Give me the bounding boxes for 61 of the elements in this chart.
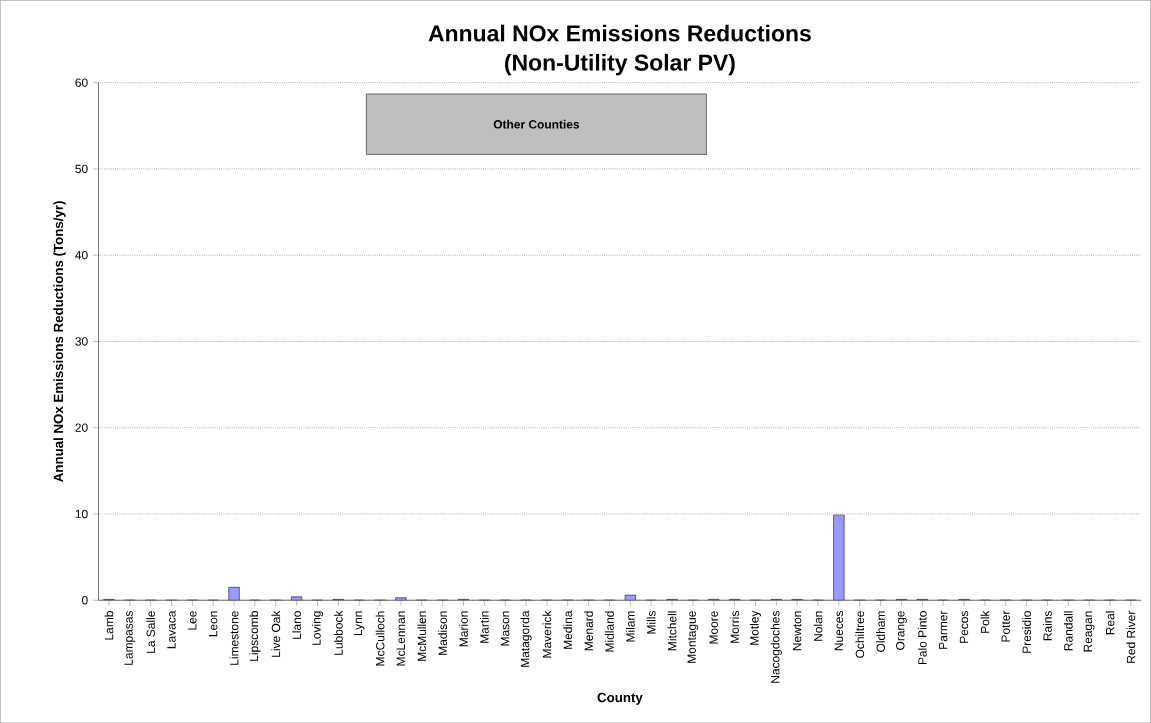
x-tick-label: Mason: [501, 611, 510, 646]
x-tick-label: Medina: [563, 610, 573, 649]
y-tick-label: 40: [75, 250, 88, 260]
x-tick-label: Milam: [625, 611, 635, 642]
x-tick-label: Ochiltree: [855, 610, 865, 658]
x-tick-label: Parmer: [938, 610, 948, 649]
y-tick-label: 20: [75, 423, 88, 432]
x-tick-label: Orange: [896, 610, 907, 650]
x-tick-label: Randall: [1063, 611, 1073, 651]
chart-title: Annual NOx Emissions Reductions (Non-Utility Solar PV): [428, 24, 811, 76]
x-tick-label: Loving: [311, 611, 324, 645]
annotation: Other Counties: [493, 119, 580, 129]
x-tick-label: Nacogdoches: [770, 610, 782, 683]
x-tick-label: Madison: [438, 611, 448, 655]
x-tick-label: Lamb: [104, 610, 114, 640]
x-tick-label: Motley: [749, 610, 762, 645]
x-tick-label: Menard: [584, 611, 594, 650]
y-axis-title: Annual NOx Emissions Reductions (Tons/yr): [53, 201, 66, 482]
x-tick-label: Martin: [479, 611, 489, 643]
x-tick-label: Morris: [730, 610, 739, 643]
x-tick-label: McLennan: [396, 611, 406, 666]
x-tick-label: Lee: [188, 610, 197, 630]
x-tick-label: Mills: [646, 610, 656, 634]
x-tick-label: Lavaca: [167, 610, 176, 649]
y-tick-label: 60: [75, 78, 88, 87]
x-tick-label: Marion: [459, 611, 468, 647]
x-tick-label: Real: [1105, 611, 1115, 635]
x-tick-label: Lipscomb: [249, 610, 261, 661]
x-tick-label: Nolan: [813, 611, 823, 641]
x-tick-label: Presidio: [1022, 610, 1031, 653]
x-tick-label: Newton: [793, 611, 802, 650]
x-axis-title: County: [597, 692, 643, 705]
x-tick-label: McMullen: [417, 611, 427, 661]
x-tick-label: Nueces: [834, 610, 844, 650]
x-tick-label: Red River: [1126, 610, 1136, 663]
x-tick-label: Oldham: [876, 611, 885, 652]
x-tick-label: Maverick: [542, 610, 552, 658]
x-tick-label: Polk: [980, 610, 990, 633]
x-tick-label: Palo Pinto: [917, 610, 927, 664]
x-tick-label: La Salle: [146, 611, 156, 653]
x-tick-label: McCulloch: [375, 611, 385, 666]
x-tick-label: Midland: [605, 611, 614, 652]
x-tick-label: Matagorda: [520, 610, 532, 667]
x-tick-label: Live Oak: [271, 610, 281, 657]
y-tick-label: 0: [81, 595, 88, 605]
x-tick-label: Pecos: [959, 610, 969, 643]
x-tick-label: Reagan: [1083, 611, 1095, 652]
y-tick-label: 50: [75, 164, 88, 173]
x-tick-label: Mitchell: [667, 611, 677, 650]
x-tick-label: Potter: [1001, 610, 1010, 642]
x-tick-label: Lampasas: [124, 610, 136, 665]
x-tick-label: Moore: [709, 610, 718, 644]
x-tick-label: Rains: [1043, 610, 1052, 641]
y-tick-label: 30: [75, 337, 88, 346]
y-tick-label: 10: [75, 509, 88, 519]
x-tick-label: Leon: [209, 611, 218, 637]
x-tick-label: Lubbock: [333, 610, 343, 655]
x-tick-label: Limestone: [229, 610, 239, 665]
x-tick-label: Llano: [292, 610, 302, 639]
x-tick-label: Montague: [687, 610, 699, 663]
x-tick-label: Lynn: [353, 611, 365, 635]
